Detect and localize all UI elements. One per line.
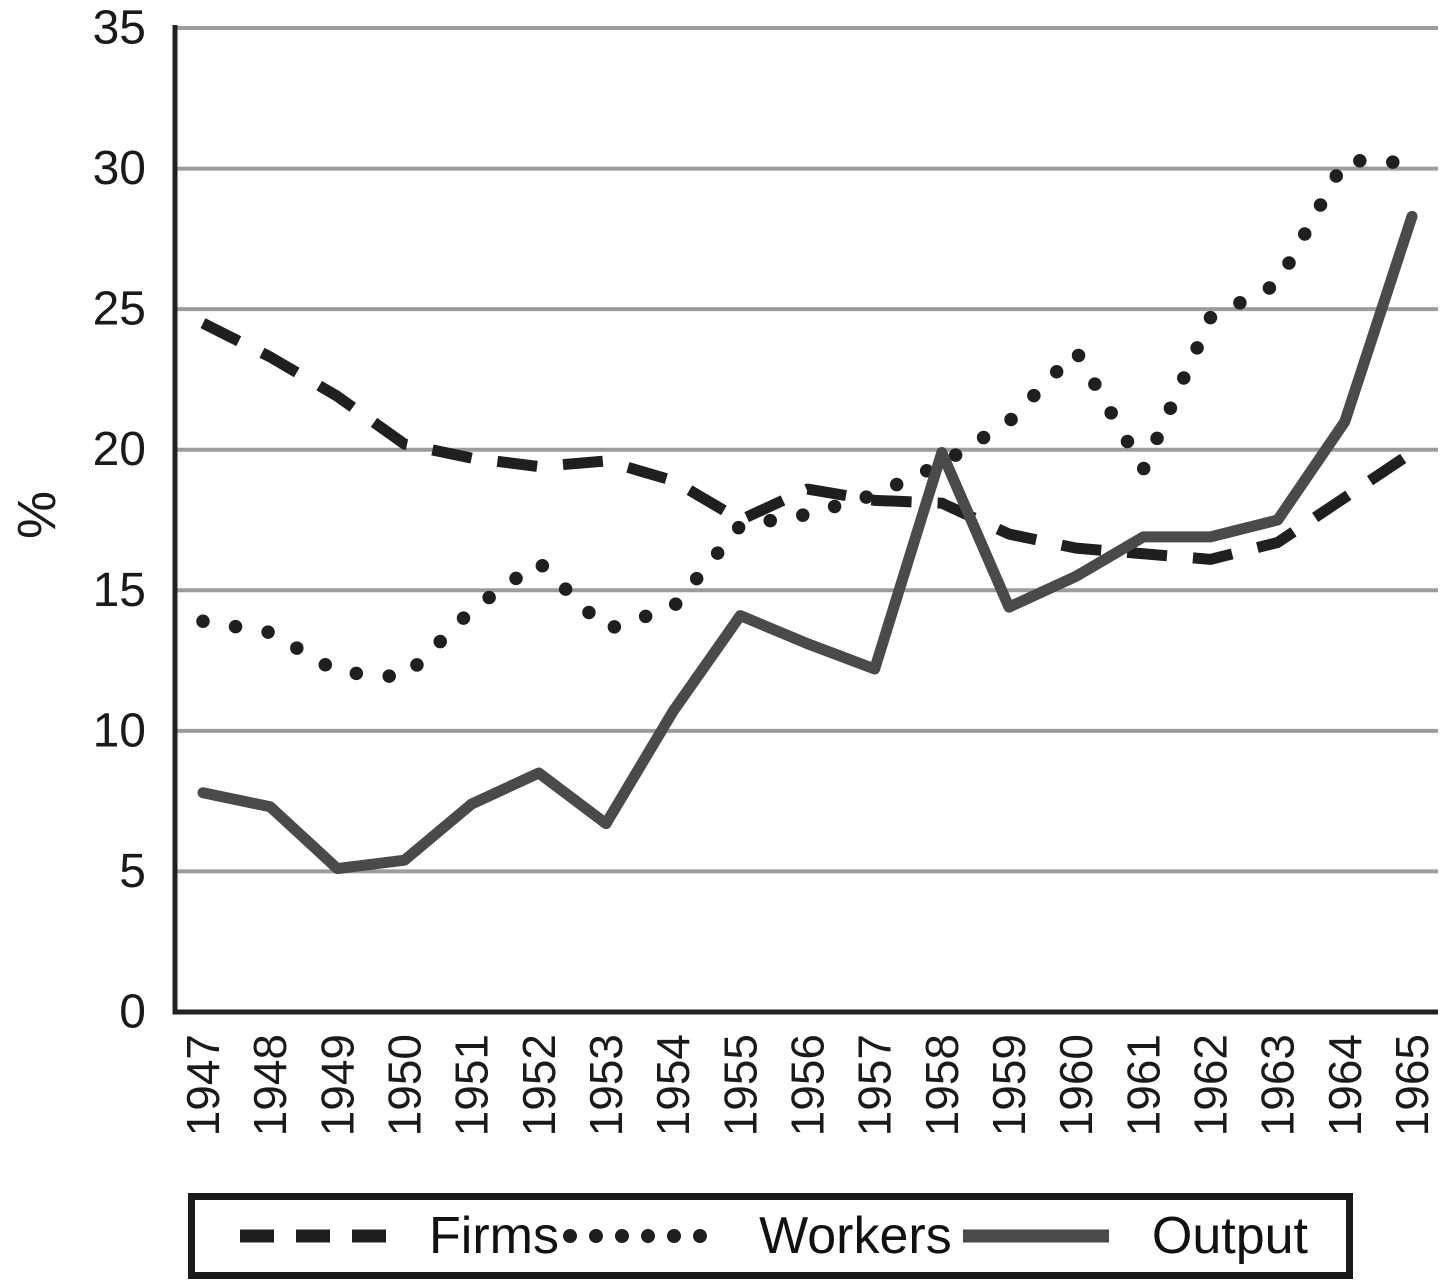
y-tick-label-35: 35 (93, 2, 146, 55)
legend-label-firms: Firms (429, 1207, 559, 1265)
x-tick-label-1958: 1958 (916, 1034, 968, 1136)
legend-firms-line-sample (240, 1229, 386, 1243)
x-tick-label-1952: 1952 (513, 1034, 565, 1136)
y-tick-label-5: 5 (119, 845, 146, 898)
x-tick-label-1962: 1962 (1185, 1034, 1237, 1136)
x-tick-label-1953: 1953 (580, 1034, 632, 1136)
x-tick-label-1964: 1964 (1319, 1034, 1371, 1136)
x-tick-label-1954: 1954 (647, 1034, 699, 1136)
firms-line (200, 318, 1416, 565)
y-tick-label-25: 25 (93, 283, 146, 336)
legend-item-workers: Workers (563, 1206, 952, 1266)
x-tick-label-1950: 1950 (379, 1034, 431, 1136)
output-line (197, 210, 1418, 875)
x-tick-label-1965: 1965 (1386, 1034, 1438, 1136)
workers-line (196, 153, 1419, 685)
legend-label-workers: Workers (759, 1207, 952, 1265)
x-tick-label-1951: 1951 (446, 1034, 498, 1136)
y-tick-label-10: 10 (93, 704, 146, 757)
y-tick-label-30: 30 (93, 142, 146, 195)
legend-label-output: Output (1151, 1207, 1308, 1265)
legend: Firms Workers Output (188, 1193, 1353, 1279)
x-tick-label-1961: 1961 (1117, 1034, 1169, 1136)
x-tick-label-1947: 1947 (177, 1034, 229, 1136)
legend-workers-line-sample (563, 1229, 724, 1243)
legend-output-line-sample (962, 1229, 1109, 1243)
y-tick-label-0: 0 (119, 986, 146, 1039)
y-tick-label-15: 15 (93, 564, 146, 617)
legend-item-output: Output (956, 1206, 1308, 1266)
x-tick-label-1948: 1948 (244, 1034, 296, 1136)
x-tick-label-1949: 1949 (311, 1034, 363, 1136)
x-tick-label-1957: 1957 (849, 1034, 901, 1136)
x-tick-label-1960: 1960 (1050, 1034, 1102, 1136)
x-tick-label-1963: 1963 (1252, 1034, 1304, 1136)
x-tick-label-1959: 1959 (983, 1034, 1035, 1136)
x-tick-label-1956: 1956 (782, 1034, 834, 1136)
y-tick-label-20: 20 (93, 423, 146, 476)
legend-item-firms: Firms (233, 1206, 559, 1266)
x-tick-label-1955: 1955 (714, 1034, 766, 1136)
y-axis-unit-label: % (7, 491, 67, 540)
